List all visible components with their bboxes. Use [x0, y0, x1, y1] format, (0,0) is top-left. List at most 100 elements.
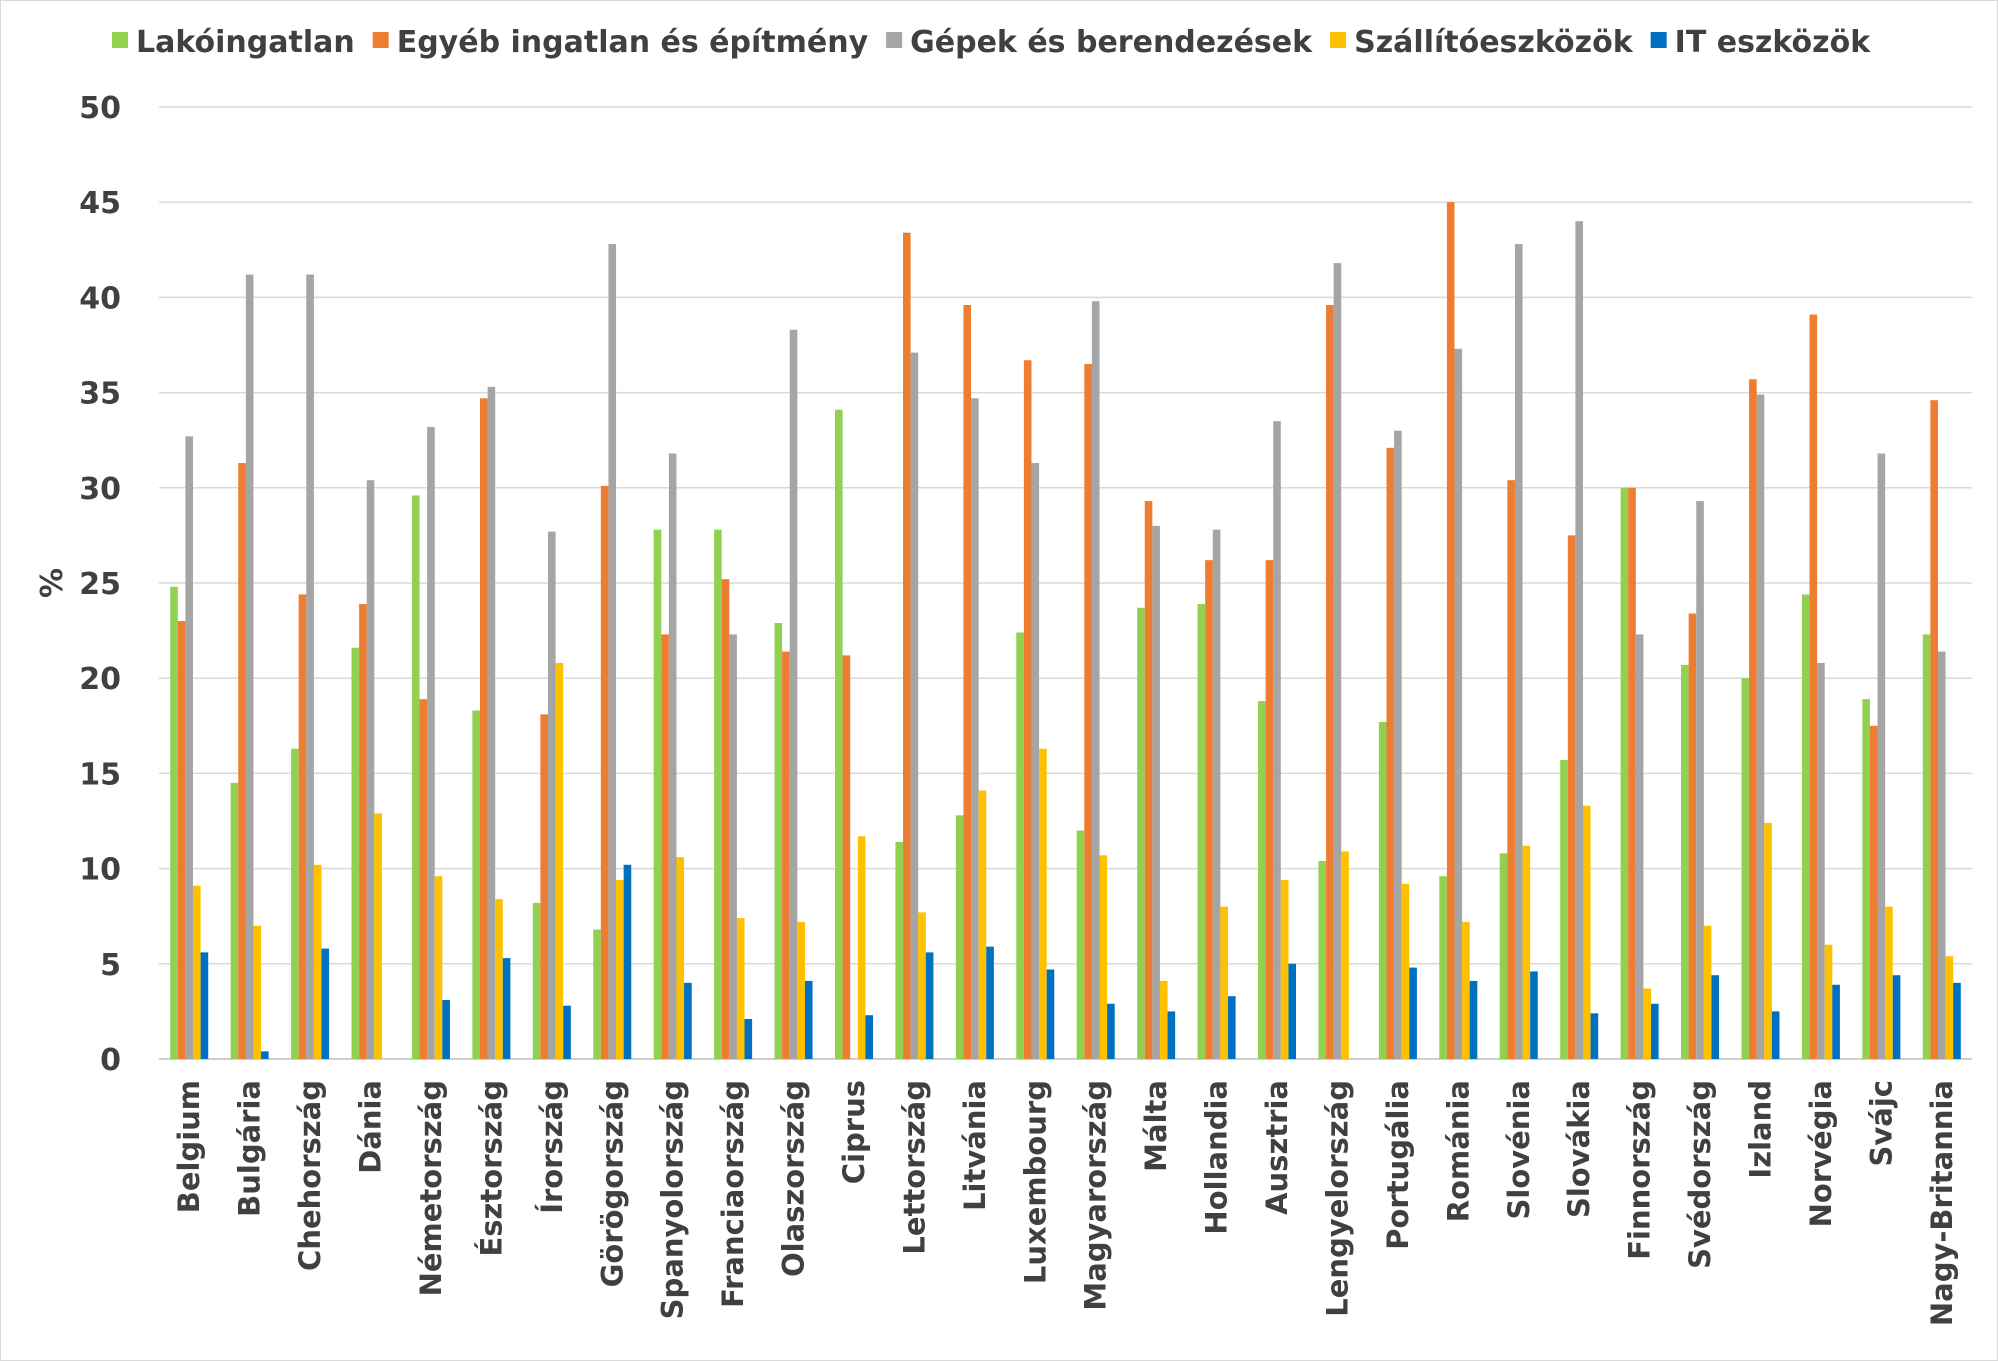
bar-1 [834, 409, 843, 1060]
bar-1 [1076, 830, 1085, 1059]
bar-5 [1469, 980, 1478, 1059]
bar-3 [1454, 348, 1463, 1060]
bar-3 [910, 352, 919, 1060]
bar-3 [1514, 244, 1523, 1059]
bar-3 [1333, 263, 1342, 1059]
bar-5 [1711, 975, 1720, 1059]
bar-3 [971, 398, 979, 1059]
x-tick-label: Ciprus [837, 1080, 871, 1184]
bar-2 [1809, 314, 1818, 1059]
bar-5 [1892, 975, 1901, 1059]
legend-label: IT eszközök [1675, 25, 1872, 60]
x-tick-label: Hollandia [1200, 1080, 1234, 1235]
bar-4 [1401, 883, 1410, 1059]
bar-5 [925, 952, 934, 1059]
bar-2 [1144, 501, 1153, 1059]
bar-1 [1681, 664, 1689, 1059]
bar-1 [653, 529, 662, 1059]
bar-2 [298, 594, 307, 1059]
bar-2 [540, 714, 549, 1059]
bar-3 [1877, 453, 1886, 1059]
bar-5 [865, 1015, 873, 1059]
bar-4 [857, 836, 866, 1059]
bar-1 [170, 586, 178, 1059]
bar-1 [532, 902, 541, 1059]
gridlines [159, 106, 1972, 1060]
bar-4 [616, 880, 624, 1059]
bar-2 [1749, 379, 1757, 1060]
legend-swatch [1650, 32, 1667, 48]
bar-2 [419, 699, 428, 1059]
bar-2 [963, 305, 972, 1059]
bar-2 [1507, 480, 1515, 1060]
bar-3 [487, 386, 496, 1059]
bar-1 [774, 622, 783, 1059]
bar-1 [1318, 860, 1327, 1059]
bar-3 [1756, 394, 1765, 1059]
x-tick-label: Franciaország [716, 1080, 750, 1308]
bar-2 [1446, 202, 1455, 1059]
bars [170, 202, 1961, 1060]
bar-3 [668, 453, 677, 1059]
bar-4 [1582, 805, 1591, 1059]
bar-5 [1167, 1011, 1176, 1059]
bar-1 [472, 710, 480, 1059]
bar-4 [1885, 906, 1893, 1059]
bar-3 [548, 531, 556, 1059]
bar-4 [1341, 851, 1349, 1059]
bar-4 [555, 662, 564, 1059]
bar-2 [1084, 364, 1092, 1059]
bar-3 [1937, 651, 1946, 1059]
bar-5 [1953, 982, 1961, 1059]
bar-3 [1273, 421, 1281, 1059]
legend-swatch [1330, 32, 1347, 48]
bar-4 [918, 912, 926, 1059]
bar-5 [1288, 963, 1297, 1059]
bar-3 [789, 329, 798, 1059]
bar-4 [1462, 921, 1470, 1059]
bar-4 [1099, 855, 1108, 1059]
y-axis: 0 5 10 15 20 25 30 35 40 45 50 [79, 91, 121, 1078]
bar-5 [1227, 996, 1236, 1059]
bar-4 [1220, 906, 1228, 1059]
x-tick-label: Írország [535, 1080, 569, 1214]
legend-label: Egyéb ingatlan és építmény [397, 25, 869, 60]
bar-2 [1628, 487, 1636, 1059]
bar-5 [502, 958, 511, 1059]
bar-1 [955, 815, 964, 1059]
bar-4 [1824, 944, 1833, 1059]
bar-1 [1439, 876, 1447, 1059]
bar-1 [1620, 487, 1629, 1059]
x-tick-label: Chehország [293, 1080, 327, 1271]
bar-2 [359, 603, 367, 1059]
bar-1 [1560, 760, 1568, 1059]
bar-5 [261, 1051, 269, 1059]
bar-2 [177, 621, 186, 1059]
bar-5 [623, 864, 632, 1059]
bar-4 [1280, 880, 1289, 1059]
x-tick-label: Ausztria [1260, 1080, 1294, 1215]
bar-2 [1205, 560, 1213, 1059]
bar-5 [1590, 1013, 1599, 1059]
bar-3 [1394, 430, 1402, 1059]
bar-4 [495, 899, 503, 1059]
y-tick-label: 5 [100, 948, 121, 983]
bar-4 [1703, 925, 1712, 1059]
bar-2 [1869, 725, 1878, 1059]
x-tick-label: Németország [414, 1080, 448, 1296]
bar-2 [903, 232, 911, 1059]
bar-2 [661, 634, 669, 1059]
x-tick-label: Luxembourg [1018, 1080, 1052, 1284]
bar-1 [291, 748, 299, 1059]
bar-5 [804, 980, 813, 1059]
bar-2 [782, 651, 790, 1059]
bar-1 [351, 647, 360, 1059]
y-tick-label: 10 [79, 853, 121, 888]
bar-2 [1326, 305, 1334, 1059]
bar-3 [1817, 662, 1825, 1059]
x-tick-label: Lengyelország [1320, 1080, 1354, 1317]
bar-1 [1197, 603, 1206, 1059]
x-tick-label: Románia [1441, 1080, 1475, 1222]
bar-5 [200, 952, 209, 1059]
